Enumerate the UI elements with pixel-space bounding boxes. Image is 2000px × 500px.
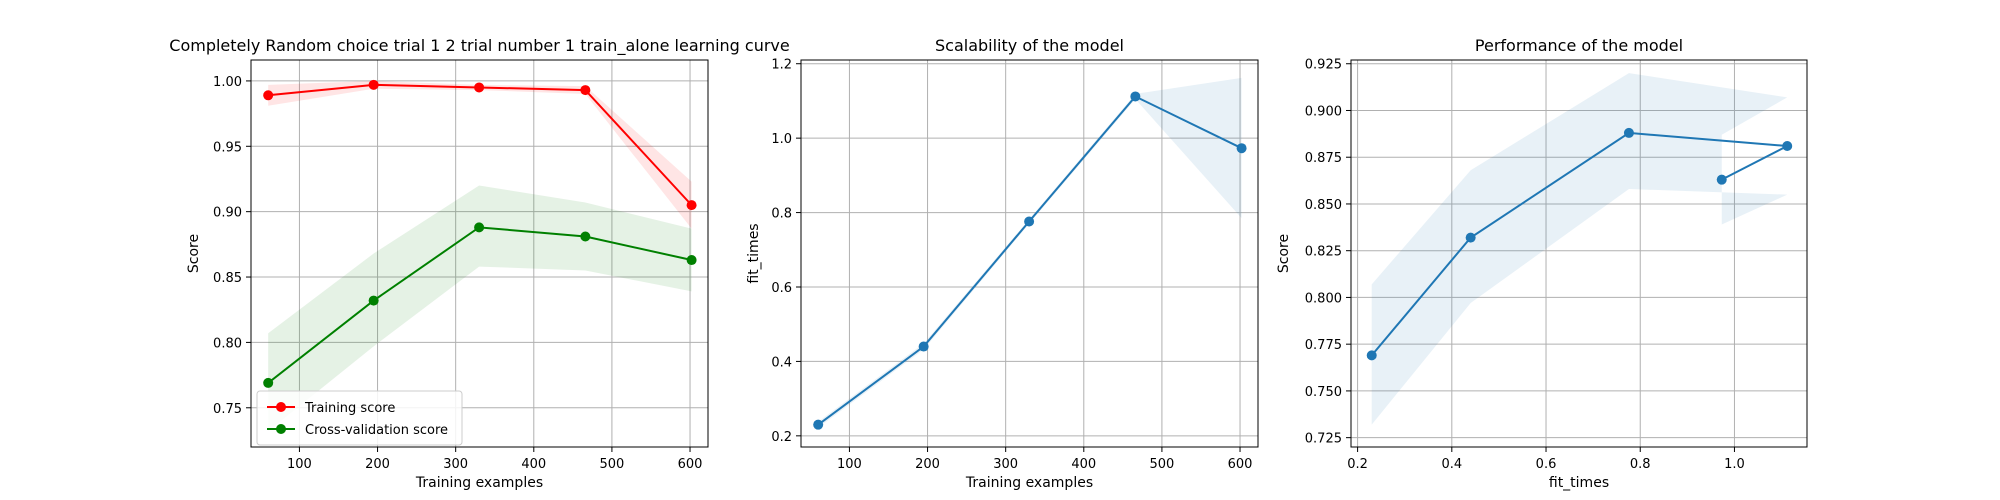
data-point — [686, 200, 697, 211]
y-tick-label: 0.925 — [1305, 58, 1342, 73]
y-tick-label: 0.750 — [1305, 385, 1342, 400]
y-tick-label: 0.775 — [1305, 338, 1342, 353]
x-tick-label: 600 — [1228, 457, 1253, 472]
axes-frame — [250, 59, 709, 448]
data-point — [813, 419, 824, 430]
x-tick-label: 0.6 — [1536, 457, 1557, 472]
x-tick-label: 0.8 — [1630, 457, 1651, 472]
legend-label: Cross-validation score — [305, 423, 448, 438]
legend-label: Training score — [304, 401, 395, 416]
chart-title: Scalability of the model — [935, 36, 1124, 55]
x-axis-label: Training examples — [415, 475, 543, 491]
x-tick-label: 100 — [287, 457, 312, 472]
axes-frame — [1350, 59, 1808, 448]
y-tick-label: 0.80 — [213, 336, 242, 351]
data-point — [263, 377, 274, 388]
y-tick-label: 0.8 — [771, 207, 792, 222]
y-tick-label: 0.850 — [1305, 198, 1342, 213]
y-tick-label: 0.95 — [213, 140, 242, 155]
y-tick-label: 0.75 — [213, 402, 242, 417]
data-point — [1623, 127, 1634, 138]
chart-title: Completely Random choice trial 1 2 trial… — [169, 36, 789, 56]
chart-panel-1: 100 200 300 400 500 600 0.75 0.80 0.85 0.90 0.95 1.… — [169, 36, 789, 491]
y-tick-label: 0.900 — [1305, 104, 1342, 119]
x-tick-label: 200 — [915, 457, 940, 472]
data-point — [368, 295, 379, 306]
y-tick-label: 1.00 — [213, 75, 242, 90]
std-band — [1371, 73, 1788, 425]
y-tick-label: 0.725 — [1305, 432, 1342, 447]
x-tick-label: 500 — [1149, 457, 1174, 472]
x-tick-label: 100 — [837, 457, 862, 472]
data-point — [1782, 141, 1793, 151]
y-tick-label: 0.2 — [771, 430, 792, 445]
data-point — [1716, 174, 1727, 185]
legend: Training score Cross-validation score — [256, 390, 463, 446]
x-tick-label: 600 — [678, 457, 703, 472]
data-point — [1465, 232, 1476, 243]
data-point — [580, 85, 591, 96]
std-band — [818, 77, 1242, 428]
chart-panel-2: 100 200 300 400 500 600 0.2 0.4 0.6 0.8 1.0 1.2 Scal… — [746, 36, 1259, 491]
data-point — [474, 222, 485, 233]
data-point — [1236, 143, 1247, 154]
std-band — [268, 185, 692, 432]
x-tick-label: 200 — [365, 457, 390, 472]
axes-frame — [800, 59, 1259, 448]
x-tick-label: 500 — [599, 457, 624, 472]
x-tick-label: 400 — [1071, 457, 1096, 472]
data-point — [580, 231, 591, 242]
x-axis-label: fit_times — [1549, 475, 1609, 491]
data-point — [686, 255, 697, 266]
x-tick-label: 300 — [993, 457, 1018, 472]
y-tick-label: 0.825 — [1305, 245, 1342, 260]
x-tick-label: 1.0 — [1724, 457, 1745, 472]
chart-title: Performance of the model — [1475, 36, 1683, 55]
legend-box — [256, 390, 463, 446]
y-tick-label: 0.800 — [1305, 291, 1342, 306]
data-point — [474, 82, 485, 93]
y-tick-label: 0.90 — [213, 206, 242, 221]
data-point — [918, 341, 929, 352]
x-tick-label: 400 — [521, 457, 546, 472]
y-tick-label: 0.6 — [771, 281, 792, 296]
x-tick-label: 0.2 — [1347, 457, 1368, 472]
data-point — [1024, 216, 1035, 227]
x-tick-label: 300 — [443, 457, 468, 472]
data-point — [263, 90, 274, 101]
data-point — [1366, 350, 1377, 361]
y-tick-label: 0.4 — [771, 355, 792, 370]
y-tick-label: 1.0 — [771, 132, 792, 147]
std-band — [268, 80, 692, 229]
y-axis-label: Score — [186, 234, 202, 273]
legend-marker — [276, 424, 286, 434]
legend-marker — [276, 402, 286, 412]
y-tick-label: 1.2 — [771, 58, 792, 73]
data-point — [368, 79, 379, 90]
data-point — [1130, 91, 1141, 102]
x-tick-label: 0.4 — [1441, 457, 1462, 472]
y-axis-label: fit_times — [746, 223, 762, 283]
y-tick-label: 0.85 — [213, 271, 242, 286]
y-tick-label: 0.875 — [1305, 151, 1342, 166]
y-axis-label: Score — [1276, 234, 1292, 273]
x-axis-label: Training examples — [965, 475, 1093, 491]
chart-panel-3: 0.2 0.4 0.6 0.8 1.0 0.725 0.750 0.775 0.800 0.825… — [1276, 36, 1808, 491]
